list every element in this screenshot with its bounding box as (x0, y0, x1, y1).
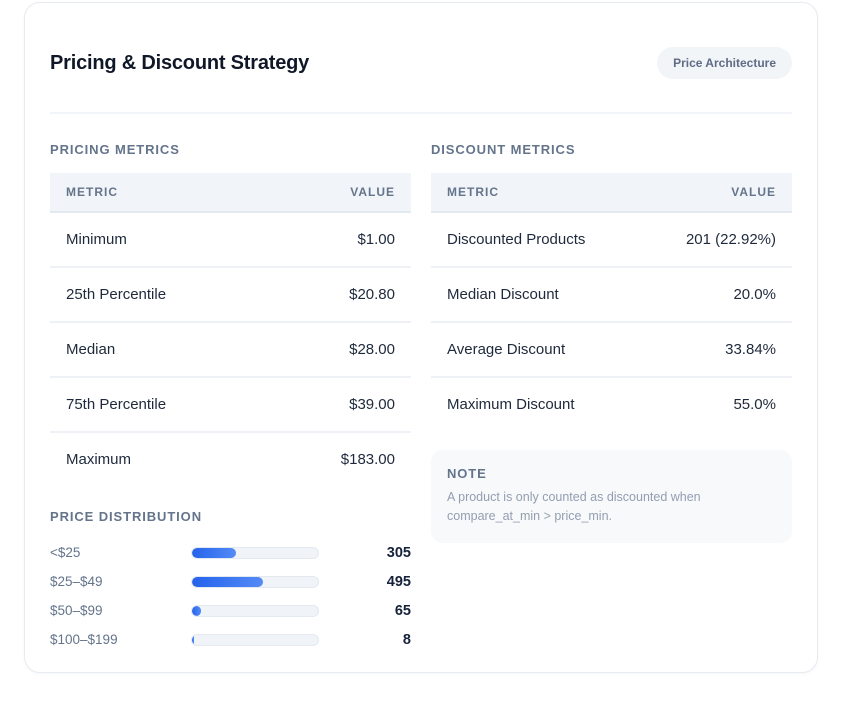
discount-metrics-table: METRIC VALUE Discounted Products 201 (22… (431, 173, 792, 431)
table-row: 25th Percentile $20.80 (50, 267, 411, 323)
price-architecture-badge: Price Architecture (657, 47, 792, 79)
metric-value: $28.00 (268, 322, 411, 378)
metric-label: Average Discount (431, 322, 642, 378)
metric-value: $183.00 (268, 432, 411, 486)
bar-track (191, 546, 319, 559)
note-heading: NOTE (447, 466, 487, 481)
pricing-column: PRICING METRICS METRIC VALUE Minimum $1.… (50, 142, 411, 654)
bar-value: 495 (386, 573, 411, 590)
metric-label: Maximum (50, 432, 269, 486)
metric-label: Median (50, 322, 269, 378)
table-header-row: METRIC VALUE (50, 173, 411, 213)
metric-value: $20.80 (268, 267, 411, 323)
bar-fill (192, 634, 194, 645)
price-distribution-heading: PRICE DISTRIBUTION (50, 509, 202, 524)
table-header-row: METRIC VALUE (431, 173, 792, 213)
distribution-bar-row: <$25 305 (50, 538, 411, 567)
metric-label: Minimum (50, 212, 269, 268)
column-header-value: VALUE (641, 173, 792, 213)
discount-metrics-heading: DISCOUNT METRICS (431, 142, 576, 157)
table-row: Maximum Discount 55.0% (431, 377, 792, 431)
table-row: Maximum $183.00 (50, 432, 411, 486)
bar-label: $25–$49 (50, 574, 103, 589)
pricing-discount-card: Pricing & Discount Strategy Price Archit… (24, 2, 818, 673)
table-row: Median Discount 20.0% (431, 267, 792, 323)
table-row: Discounted Products 201 (22.92%) (431, 212, 792, 268)
bar-label: $100–$199 (50, 632, 118, 647)
column-header-metric: METRIC (431, 173, 642, 213)
bar-fill (192, 576, 264, 587)
metric-value: 20.0% (641, 267, 792, 323)
card-header: Pricing & Discount Strategy Price Archit… (50, 3, 792, 114)
pricing-metrics-heading: PRICING METRICS (50, 142, 180, 157)
bar-track (191, 633, 319, 646)
metric-value: $1.00 (268, 212, 411, 268)
metric-value: 201 (22.92%) (641, 212, 792, 268)
note-body-text: A product is only counted as discounted … (447, 490, 701, 524)
table-row: 75th Percentile $39.00 (50, 377, 411, 433)
bar-label: <$25 (50, 545, 81, 560)
price-distribution-chart: <$25 305 $25–$49 495 $50–$99 65 $100–$19… (50, 538, 411, 654)
metric-label: 75th Percentile (50, 377, 269, 433)
column-header-value: VALUE (268, 173, 411, 213)
metric-label: Median Discount (431, 267, 642, 323)
table-row: Median $28.00 (50, 322, 411, 378)
distribution-bar-row: $100–$199 8 (50, 625, 411, 654)
table-row: Minimum $1.00 (50, 212, 411, 268)
content-columns: PRICING METRICS METRIC VALUE Minimum $1.… (50, 142, 792, 654)
distribution-bar-row: $50–$99 65 (50, 596, 411, 625)
metric-value: $39.00 (268, 377, 411, 433)
bar-track (191, 604, 319, 617)
bar-value: 8 (402, 631, 411, 648)
note-box: NOTE A product is only counted as discou… (431, 450, 792, 543)
bar-fill (192, 605, 202, 616)
metric-value: 55.0% (641, 377, 792, 431)
bar-track (191, 575, 319, 588)
metric-value: 33.84% (641, 322, 792, 378)
page-title: Pricing & Discount Strategy (50, 51, 310, 74)
pricing-metrics-table: METRIC VALUE Minimum $1.00 25th Percenti… (50, 173, 411, 486)
metric-label: 25th Percentile (50, 267, 269, 323)
distribution-bar-row: $25–$49 495 (50, 567, 411, 596)
bar-label: $50–$99 (50, 603, 103, 618)
table-row: Average Discount 33.84% (431, 322, 792, 378)
bar-value: 65 (394, 602, 411, 619)
metric-label: Maximum Discount (431, 377, 642, 431)
bar-value: 305 (386, 544, 411, 561)
metric-label: Discounted Products (431, 212, 642, 268)
bar-fill (192, 547, 237, 558)
discount-column: DISCOUNT METRICS METRIC VALUE Discounted… (431, 142, 792, 654)
column-header-metric: METRIC (50, 173, 269, 213)
